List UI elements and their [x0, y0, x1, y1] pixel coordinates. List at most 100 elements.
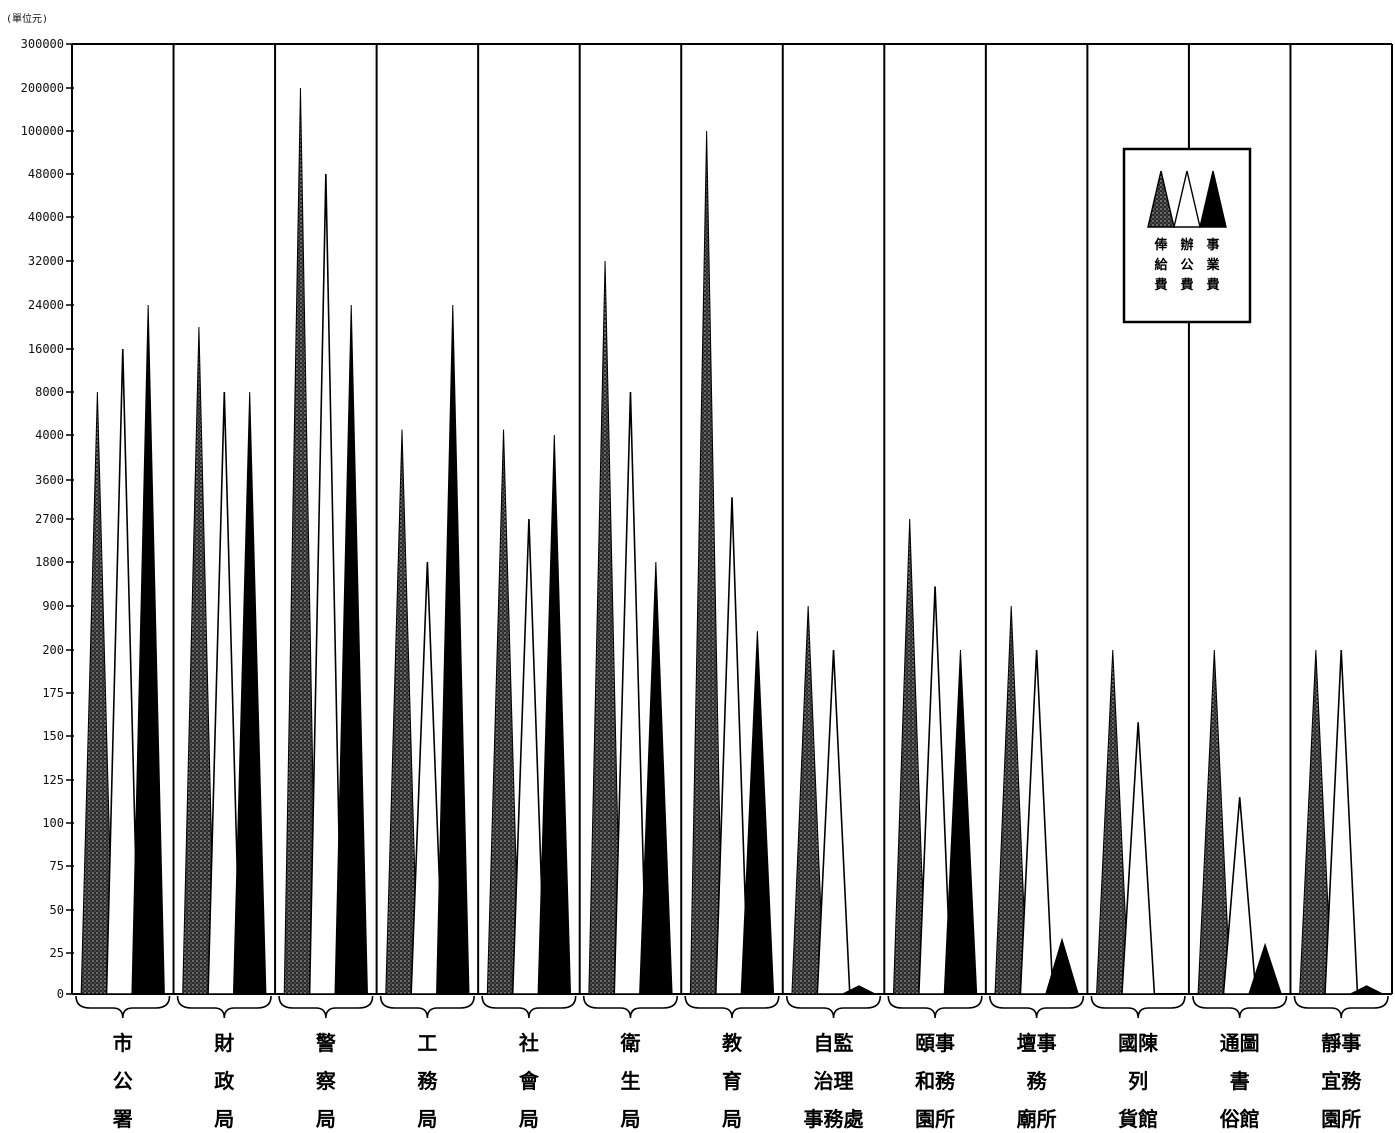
- y-tick-label: 3600: [35, 473, 64, 487]
- mark-office: [308, 173, 343, 995]
- category-label: 署: [113, 1107, 133, 1131]
- legend-label: 給: [1154, 257, 1168, 273]
- legend-swatch: [1199, 170, 1227, 228]
- category-label: 局: [213, 1107, 234, 1131]
- category-label: 園所: [1321, 1107, 1361, 1131]
- category-label: 局: [315, 1107, 336, 1131]
- mark-office: [1222, 797, 1257, 995]
- category-label: 俗館: [1219, 1107, 1260, 1131]
- y-tick-label: 175: [42, 686, 64, 700]
- category-label: 廟所: [1017, 1107, 1057, 1131]
- y-tick-label: 24000: [28, 298, 64, 312]
- y-tick-label: 200: [42, 643, 64, 657]
- mark-salary: [994, 605, 1028, 995]
- mark-business: [639, 561, 673, 995]
- y-tick-label: 25: [50, 946, 64, 960]
- category-label: 衛: [619, 1031, 640, 1055]
- category-label: 公: [113, 1069, 133, 1093]
- category-brace: [278, 995, 374, 1019]
- mark-business: [232, 391, 267, 995]
- mark-office: [613, 391, 648, 995]
- category-brace: [582, 995, 679, 1019]
- legend-label: 費: [1206, 277, 1219, 293]
- y-tick-label: 32000: [28, 254, 64, 268]
- mark-salary: [182, 326, 216, 995]
- category-label: 局: [518, 1107, 539, 1131]
- category-label: 警: [316, 1031, 336, 1055]
- mark-office: [714, 497, 750, 995]
- category-brace: [785, 995, 882, 1019]
- y-tick-label: 300000: [21, 37, 64, 51]
- category-label: 書: [1230, 1069, 1250, 1093]
- mark-business: [436, 304, 470, 995]
- legend-label: 費: [1154, 277, 1167, 293]
- legend-swatch: [1173, 170, 1201, 228]
- legend-label: 費: [1180, 277, 1193, 293]
- category-label: 國陳: [1118, 1031, 1159, 1055]
- category-label: 社: [518, 1031, 539, 1055]
- unit-label: (單位元): [6, 12, 48, 25]
- y-tick-label: 50: [50, 903, 64, 917]
- category-label: 貨館: [1118, 1107, 1158, 1131]
- category-label: 通圖: [1220, 1031, 1260, 1055]
- category-label: 園所: [915, 1107, 955, 1131]
- y-tick-label: 900: [42, 599, 64, 613]
- y-tick-label: 16000: [28, 342, 64, 356]
- category-label: 教: [722, 1031, 743, 1055]
- category-label: 務: [417, 1069, 438, 1093]
- category-label: 政: [214, 1069, 235, 1093]
- y-tick-label: 1800: [35, 555, 64, 569]
- y-tick-label: 4000: [35, 428, 64, 442]
- category-brace: [684, 995, 780, 1019]
- category-label: 局: [721, 1107, 742, 1131]
- mark-business: [1350, 985, 1384, 995]
- y-tick-label: 200000: [21, 81, 64, 95]
- mark-salary: [80, 391, 115, 995]
- category-label: 務: [1027, 1069, 1048, 1093]
- mark-office: [816, 649, 851, 995]
- category-label: 財: [214, 1031, 234, 1055]
- mark-office: [1324, 649, 1359, 995]
- category-label: 靜事: [1321, 1031, 1361, 1055]
- category-brace: [176, 995, 272, 1019]
- mark-business: [740, 631, 775, 995]
- category-label: 局: [416, 1107, 437, 1131]
- mark-salary: [791, 605, 825, 995]
- legend-label: 公: [1180, 258, 1193, 273]
- y-tick-label: 48000: [28, 167, 64, 181]
- mark-business: [537, 434, 572, 995]
- mark-business: [842, 985, 876, 995]
- mark-salary: [1095, 649, 1130, 995]
- y-tick-label: 0: [57, 987, 64, 1001]
- mark-office: [207, 391, 242, 995]
- category-label: 壇事: [1017, 1031, 1057, 1055]
- y-tick-label: 100000: [21, 124, 64, 138]
- category-label: 育: [722, 1069, 742, 1093]
- legend-label: 業: [1205, 257, 1220, 273]
- mark-office: [1121, 722, 1156, 995]
- category-brace: [1192, 995, 1288, 1019]
- mark-salary: [1299, 649, 1333, 995]
- mark-salary: [385, 429, 419, 995]
- category-brace: [1293, 995, 1389, 1019]
- category-braces: [75, 995, 1389, 1019]
- category-label: 察: [316, 1069, 337, 1093]
- mark-business: [334, 304, 368, 995]
- legend-label: 事: [1206, 237, 1219, 253]
- y-tick-label: 150: [42, 729, 64, 743]
- legend-label: 俸: [1153, 237, 1168, 253]
- category-label: 局: [619, 1107, 640, 1131]
- y-tick-label: 75: [50, 859, 64, 873]
- category-label: 宜務: [1321, 1069, 1362, 1093]
- mark-office: [410, 561, 445, 995]
- category-brace: [1090, 995, 1186, 1019]
- category-brace: [887, 995, 983, 1019]
- category-label: 市: [113, 1031, 133, 1055]
- category-brace: [379, 995, 475, 1019]
- mark-business: [1045, 937, 1079, 995]
- y-tick-label: 8000: [35, 385, 64, 399]
- mark-office: [917, 586, 953, 995]
- mark-salary: [892, 518, 927, 995]
- mark-business: [943, 649, 978, 995]
